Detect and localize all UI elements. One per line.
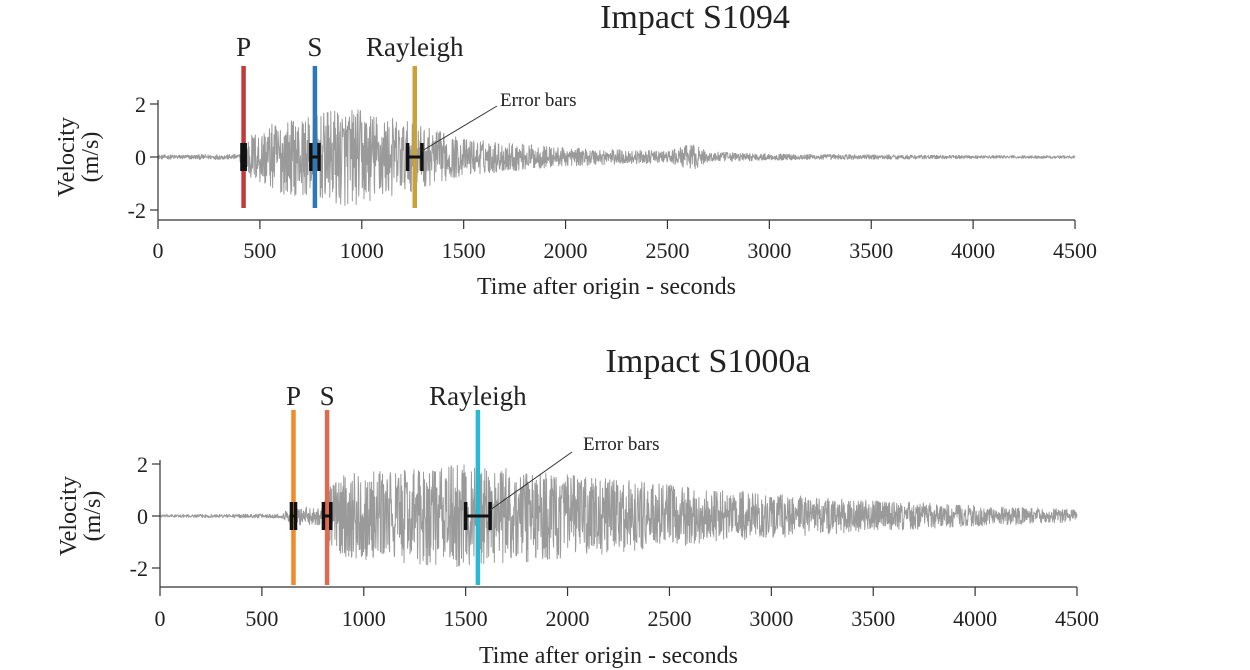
impact-s1094-panel: Impact S1094 2 0 -2 0 500 1000 1500 2000 2500 3000… — [54, 0, 1097, 300]
chart-title: Impact S1094 — [600, 0, 790, 36]
y-tick-label: 0 — [135, 145, 146, 170]
x-tick-label: 0 — [153, 238, 164, 263]
x-tick-label: 2500 — [645, 238, 689, 263]
annotation-error-bars: Error bars — [583, 434, 660, 455]
y-axis-label: Velocity — [54, 117, 80, 197]
y-tick-label: 2 — [135, 92, 146, 117]
y-tick-label: 2 — [137, 452, 148, 477]
y-tick-label: -2 — [128, 198, 146, 223]
impact-s1000a-panel: Impact S1000a 2 0 -2 0 500 1000 1500 2000 2500 300… — [56, 343, 1099, 669]
x-tick-label: 3500 — [851, 606, 895, 631]
x-tick-label: 3000 — [747, 238, 791, 263]
phase-label-rayleigh: Rayleigh — [366, 32, 464, 62]
y-tick-label: -2 — [130, 556, 148, 581]
x-tick-label: 500 — [245, 606, 278, 631]
velocity-waveform — [159, 464, 1078, 567]
x-tick-label: 1000 — [342, 606, 386, 631]
y-axis-label: (m/s) — [78, 132, 104, 183]
x-axis-label: Time after origin - seconds — [477, 274, 736, 300]
phase-label-rayleigh: Rayleigh — [429, 381, 527, 411]
velocity-waveform — [157, 109, 1076, 206]
y-axis-label: Velocity — [56, 476, 82, 556]
error-bar-s — [321, 502, 333, 530]
phase-label-s: S — [320, 381, 335, 411]
x-tick-label: 0 — [155, 606, 166, 631]
x-tick-label: 500 — [243, 238, 276, 263]
x-tick-label: 2500 — [647, 606, 691, 631]
x-tick-label: 4000 — [953, 606, 997, 631]
annotation-leader-line — [421, 105, 498, 152]
error-bar-p — [240, 143, 247, 171]
phase-label-p: P — [286, 381, 301, 411]
x-tick-label: 1500 — [444, 606, 488, 631]
x-tick-label: 1000 — [340, 238, 384, 263]
error-bar-rayleigh — [463, 502, 492, 530]
phase-label-s: S — [307, 32, 322, 62]
y-axis-label: (m/s) — [80, 491, 106, 542]
phase-label-p: P — [236, 32, 251, 62]
y-tick-label: 0 — [137, 504, 148, 529]
annotation-error-bars: Error bars — [500, 90, 577, 111]
error-bar-p — [289, 502, 298, 530]
x-tick-label: 4000 — [951, 238, 995, 263]
x-tick-label: 4500 — [1055, 606, 1099, 631]
x-tick-label: 2000 — [544, 238, 588, 263]
x-axis-label: Time after origin - seconds — [479, 643, 738, 669]
chart-title: Impact S1000a — [606, 343, 811, 380]
annotation-leader-line — [489, 451, 573, 511]
x-tick-label: 2000 — [546, 606, 590, 631]
x-tick-label: 1500 — [442, 238, 486, 263]
error-bar-rayleigh — [405, 143, 424, 171]
x-tick-label: 3500 — [849, 238, 893, 263]
x-tick-label: 4500 — [1053, 238, 1097, 263]
x-tick-label: 3000 — [749, 606, 793, 631]
error-bar-s — [309, 143, 321, 171]
